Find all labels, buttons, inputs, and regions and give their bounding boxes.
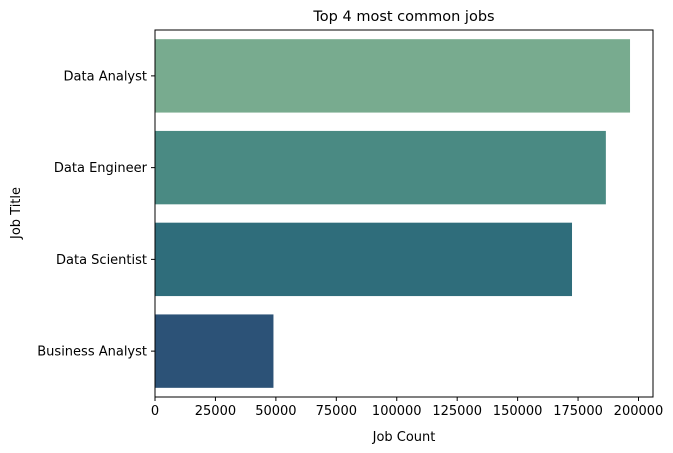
plot-frame: [154, 29, 654, 398]
y-tick-label: Data Engineer: [54, 161, 148, 176]
bar-business-analyst: [155, 314, 274, 388]
x-tick-label: 200000: [614, 404, 664, 419]
x-tick-label: 75000: [316, 404, 357, 419]
x-tick-label: 50000: [255, 404, 296, 419]
y-tick-label: Data Scientist: [56, 253, 147, 268]
x-tick-label: 125000: [432, 404, 482, 419]
x-tick-label: 0: [151, 404, 159, 419]
y-axis-label: Job Title: [9, 187, 24, 240]
x-tick-label: 175000: [553, 404, 603, 419]
x-tick-label: 100000: [372, 404, 422, 419]
x-axis-label: Job Count: [372, 430, 436, 445]
bar-data-scientist: [155, 222, 573, 297]
y-tick-label: Data Analyst: [64, 69, 147, 84]
y-tick-label: Business Analyst: [37, 345, 147, 360]
x-tick-label: 150000: [493, 404, 543, 419]
bar-data-analyst: [155, 39, 631, 113]
chart-title: Top 4 most common jobs: [312, 9, 494, 25]
bar-data-engineer: [155, 130, 606, 205]
x-tick-label: 25000: [195, 404, 236, 419]
